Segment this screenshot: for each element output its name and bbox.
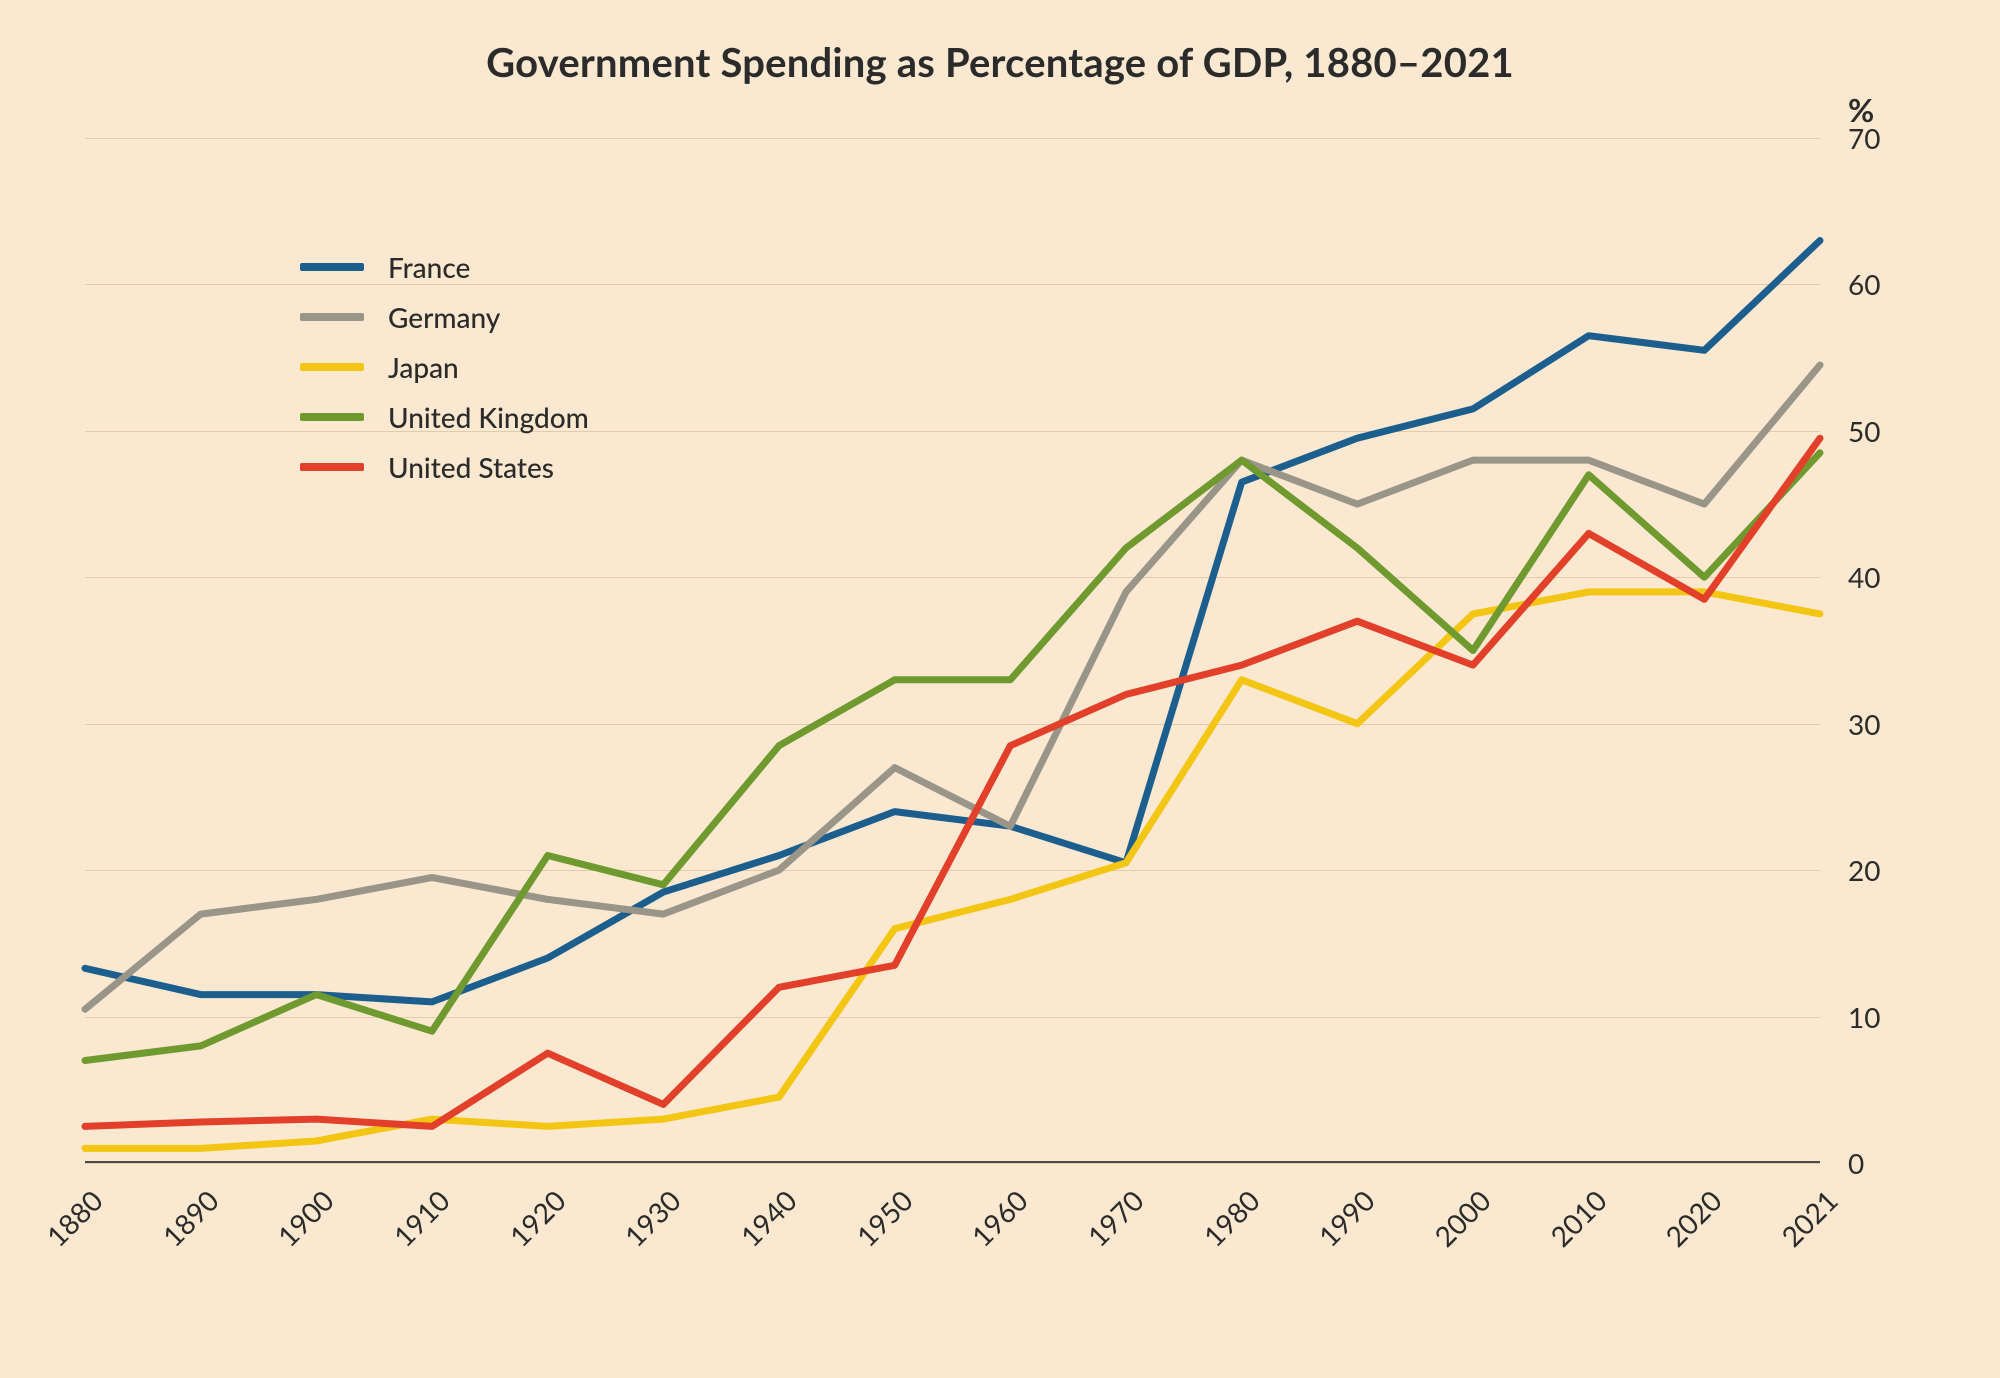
x-tick-label: 1900 [270,1183,340,1253]
x-tick-label: 1940 [733,1183,803,1253]
legend-item: France [300,250,589,284]
chart-title: Government Spending as Percentage of GDP… [0,38,2000,86]
x-tick-label: 2010 [1543,1183,1613,1253]
y-tick-label: 50 [1848,414,1880,448]
legend-label: United Kingdom [388,400,589,434]
legend-label: Germany [388,300,500,334]
y-unit-label: % [1848,90,1874,129]
legend: France Germany Japan United Kingdom United S… [300,250,589,500]
legend-swatch [300,463,364,471]
legend-label: United States [388,450,554,484]
series-line [85,453,1820,1061]
legend-item: United Kingdom [300,400,589,434]
series-line [85,592,1820,1149]
x-tick-label: 1930 [617,1183,687,1253]
y-tick-label: 0 [1848,1146,1864,1180]
y-tick-label: 40 [1848,560,1880,594]
grid-line [85,1163,1820,1164]
legend-swatch [300,413,364,421]
gdp-spending-chart: Government Spending as Percentage of GDP… [0,0,2000,1378]
legend-item: Germany [300,300,589,334]
x-tick-label: 1920 [502,1183,572,1253]
legend-swatch [300,263,364,271]
legend-swatch [300,363,364,371]
y-tick-label: 20 [1848,853,1880,887]
x-tick-label: 2020 [1658,1183,1728,1253]
x-tick-label: 1980 [1196,1183,1266,1253]
legend-label: Japan [388,350,459,384]
x-tick-label: 2021 [1774,1183,1844,1253]
legend-item: United States [300,450,589,484]
y-tick-label: 60 [1848,267,1880,301]
series-line [85,438,1820,1126]
legend-item: Japan [300,350,589,384]
legend-label: France [388,250,470,284]
x-tick-label: 1970 [1080,1183,1150,1253]
x-tick-label: 1890 [155,1183,225,1253]
x-tick-label: 2000 [1427,1183,1497,1253]
legend-swatch [300,313,364,321]
x-tick-label: 1960 [964,1183,1034,1253]
x-tick-label: 1910 [386,1183,456,1253]
x-tick-label: 1990 [1311,1183,1381,1253]
x-tick-label: 1950 [849,1183,919,1253]
x-tick-label: 1880 [39,1183,109,1253]
y-tick-label: 30 [1848,707,1880,741]
y-tick-label: 10 [1848,1000,1880,1034]
